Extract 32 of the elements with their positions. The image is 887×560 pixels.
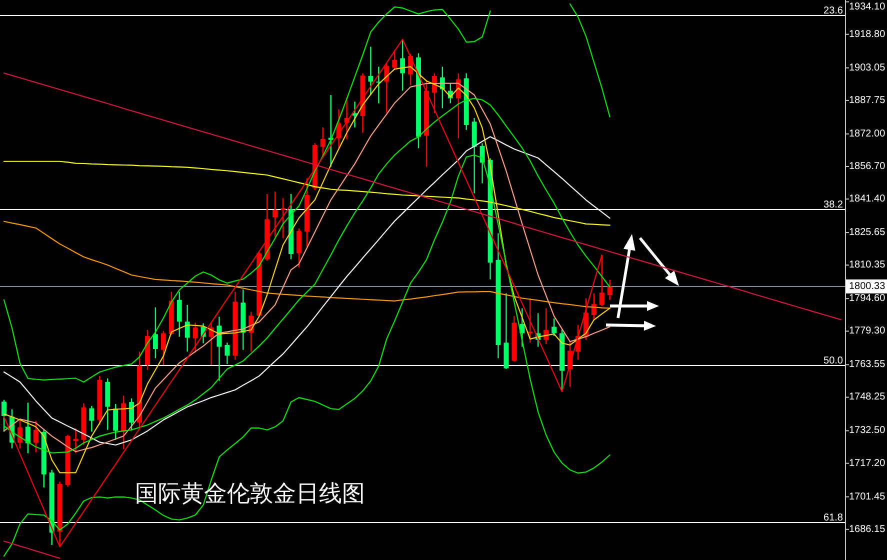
y-tick-label: 1800.33 (849, 280, 886, 292)
line-series (3, 154, 610, 557)
line-series (3, 540, 60, 559)
y-tick-label: 1872.00 (849, 128, 886, 140)
annotation: 23.6 (824, 6, 844, 16)
y-tick-label: 1825.65 (849, 227, 886, 238)
line-series (3, 160, 610, 226)
y-tick-label: 1686.15 (849, 524, 886, 535)
y-tick-label: 1763.55 (849, 359, 886, 370)
y-tick-label: 1748.25 (849, 392, 886, 403)
y-tick-label: 1732.50 (849, 425, 886, 436)
y-tick-label: 1934.10 (849, 2, 886, 12)
line-series (3, 220, 610, 309)
candlestick (368, 46, 374, 95)
annotation: 38.2 (824, 200, 844, 210)
y-tick-label: 1810.35 (849, 260, 886, 271)
y-tick-label: 1887.75 (849, 94, 886, 106)
y-tick-label: 1717.20 (849, 458, 886, 469)
candlestick (184, 305, 190, 352)
annotation: 50.0 (824, 356, 844, 366)
y-tick-label: 1918.80 (849, 28, 886, 40)
y-tick-label: 1779.30 (849, 326, 886, 337)
line-series (3, 38, 602, 548)
candlestick (472, 118, 477, 194)
candlestick (504, 293, 509, 370)
y-tick-label: 1856.70 (849, 160, 886, 172)
y-tick-label: 1701.45 (849, 491, 886, 502)
annotation: 61.8 (824, 512, 844, 524)
y-tick-label: 1903.05 (849, 62, 886, 74)
y-tick-label: 1794.60 (849, 293, 886, 304)
y-tick-label: 1841.40 (849, 194, 886, 205)
line-series (3, 72, 842, 320)
